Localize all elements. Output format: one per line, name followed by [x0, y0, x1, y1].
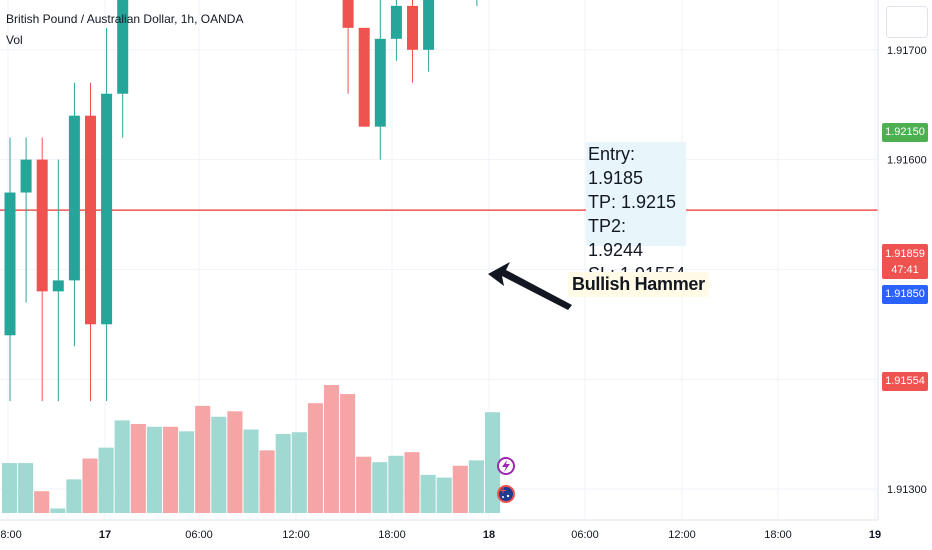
time-tick-label: 18:00 [0, 529, 22, 541]
volume-bar [1, 463, 18, 513]
candle-body [36, 159, 48, 292]
level-lines [0, 209, 878, 211]
time-tick-label: 18 [483, 529, 495, 541]
time-axis: 18:00 17 06:00 12:00 18:00 18 06:00 12:00 18:00 1… [0, 529, 881, 541]
candles [4, 0, 478, 402]
candle-body [68, 115, 80, 281]
volume-bar [356, 456, 372, 513]
volume-bar [340, 394, 356, 513]
entry-text: Entry: 1.9185 [588, 144, 644, 188]
price-tick-label: 1.91600 [887, 155, 927, 167]
volume-bar [211, 416, 227, 513]
current-price: 1.91859 [885, 248, 925, 260]
volume-bar [372, 462, 388, 513]
time-tick-label: 19 [869, 529, 881, 541]
candle-body [101, 93, 113, 325]
volume-bars [1, 385, 501, 513]
volume-bar [388, 455, 404, 513]
volume-bar [420, 474, 436, 513]
entry-price-badge: 1.91850 [882, 285, 928, 304]
candle-body [423, 0, 435, 50]
candle-body [390, 5, 402, 39]
volume-bar [82, 458, 98, 513]
candle-body [407, 5, 418, 50]
time-tick-label: 17 [99, 529, 111, 541]
volume-bar [98, 447, 114, 513]
candle-body [117, 0, 129, 94]
candle-body [374, 38, 386, 127]
settings-box[interactable] [886, 6, 928, 38]
current-price-badge: 1.91859 47:41 [882, 244, 928, 279]
tp-price-badge: 1.92150 [882, 123, 928, 142]
volume-bar [323, 385, 340, 513]
trade-info-box: Entry: 1.9185 TP: 1.9215 TP2: 1.9244 SL:… [586, 142, 686, 284]
time-tick-label: 18:00 [764, 529, 792, 541]
volume-bar [130, 424, 146, 513]
candle-body [85, 115, 96, 325]
volume-bar [66, 479, 82, 513]
volume-bar [34, 491, 50, 513]
tp2-text: TP2: 1.9244 [588, 216, 644, 260]
lightning-icon[interactable] [497, 457, 515, 475]
volume-bar [468, 460, 484, 513]
time-tick-label: 06:00 [571, 529, 599, 541]
volume-bar [291, 432, 307, 513]
arrow-icon [488, 262, 572, 310]
sl-price-badge: 1.91554 [882, 372, 928, 391]
volume-bar [275, 434, 291, 513]
volume-bar [243, 429, 259, 513]
candle-body [342, 0, 354, 28]
price-tick-label: 1.91700 [887, 45, 927, 57]
arrow-annotation [488, 262, 572, 310]
volume-bar [146, 426, 162, 513]
volume-bar [114, 420, 130, 513]
volume-bar [452, 465, 468, 513]
tp-text: TP: 1.9215 [588, 192, 677, 212]
time-tick-label: 12:00 [668, 529, 696, 541]
volume-bar [162, 426, 179, 513]
volume-bar [50, 508, 66, 513]
volume-bar [436, 477, 452, 513]
volume-bar [195, 405, 211, 513]
volume-bar [18, 463, 34, 513]
volume-bar [227, 411, 243, 513]
price-tick-label: 1.91300 [887, 484, 927, 496]
time-tick-label: 06:00 [185, 529, 213, 541]
volume-bar [179, 431, 195, 513]
candle-body [20, 159, 32, 193]
candle-body [358, 27, 370, 127]
symbol-title: British Pound / Australian Dollar, 1h, O… [6, 12, 244, 26]
volume-bar [404, 452, 420, 513]
australia-flag-icon[interactable] [497, 485, 515, 503]
countdown: 47:41 [891, 264, 919, 276]
volume-label: Vol [6, 33, 23, 47]
volume-bar [484, 412, 501, 513]
candle-body [4, 192, 16, 336]
pattern-label: Bullish Hammer [568, 272, 709, 297]
time-tick-label: 18:00 [378, 529, 406, 541]
candle-body [52, 280, 64, 292]
time-tick-label: 12:00 [282, 529, 310, 541]
volume-bar [307, 403, 323, 513]
volume-bar [259, 450, 275, 513]
